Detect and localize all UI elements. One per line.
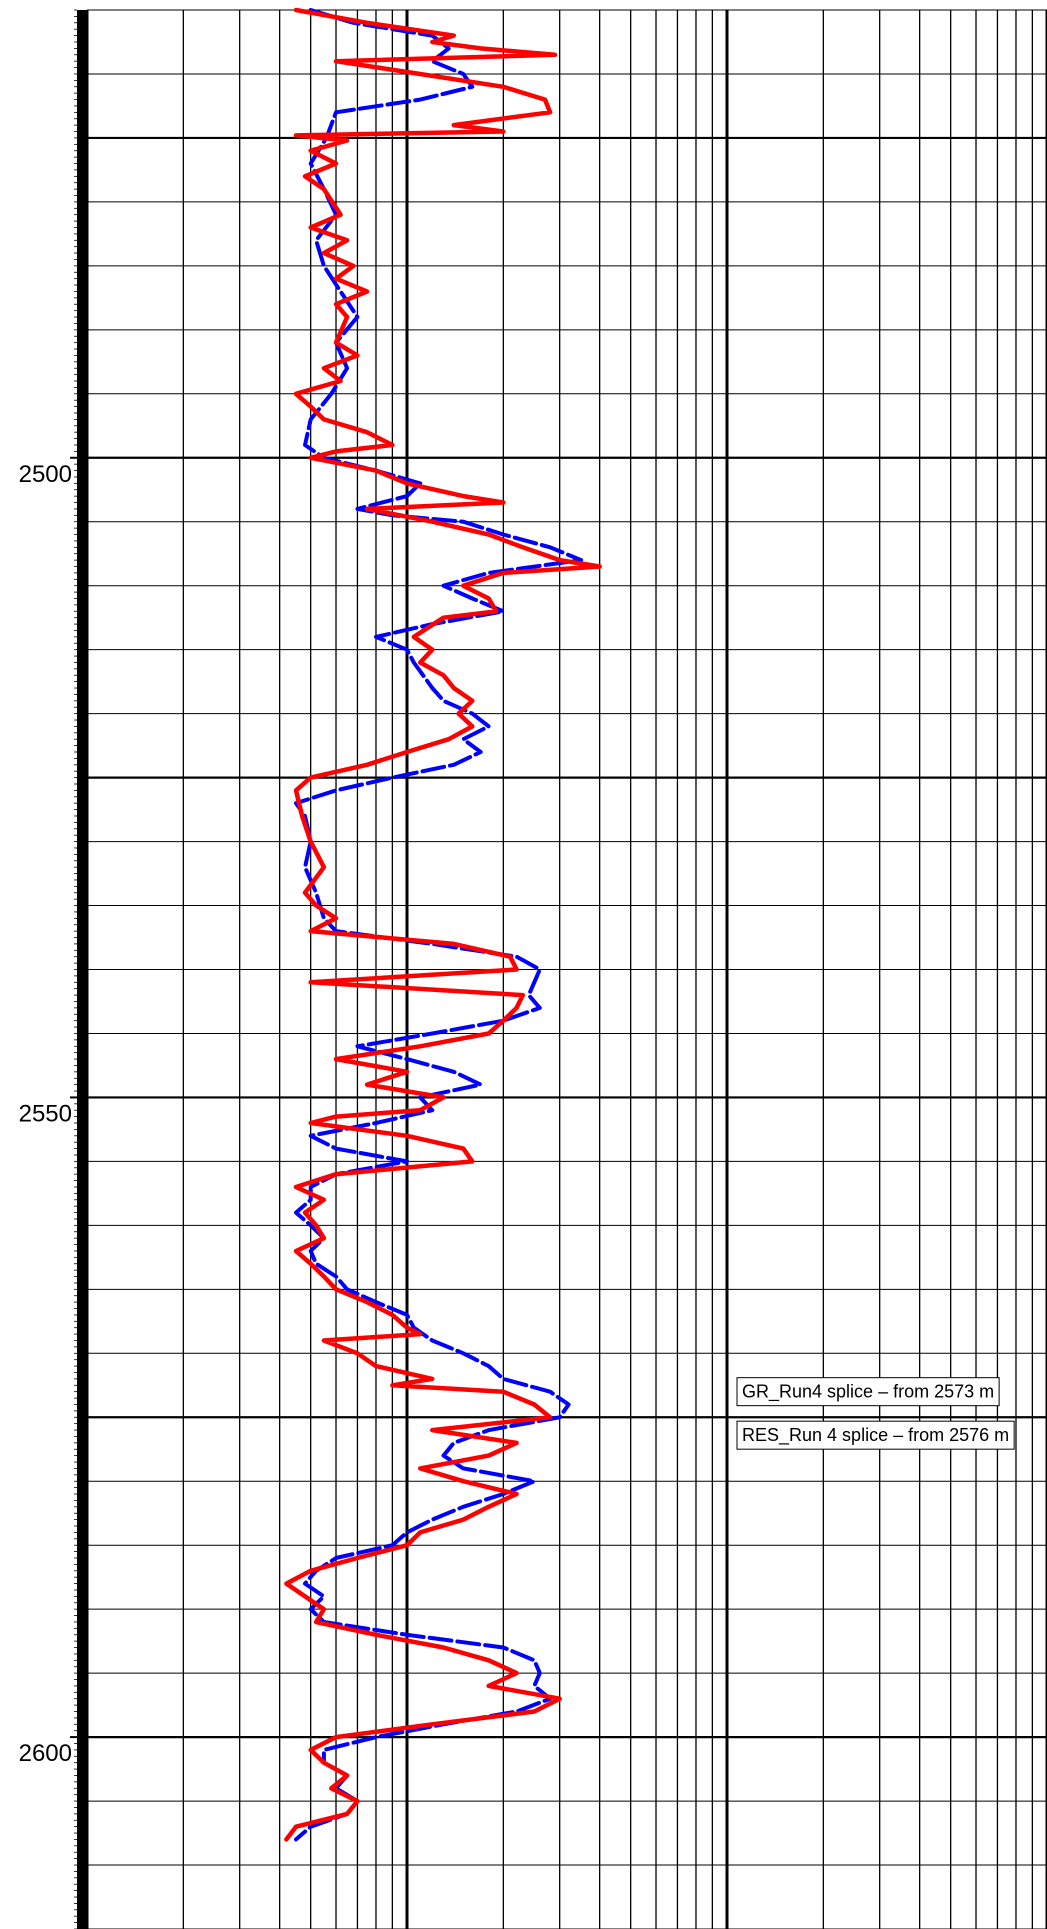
depth-axis-ticks: 2500 2550 2600 — [19, 9, 77, 1929]
horizontal-grid — [87, 9, 1047, 1929]
annotation-layer: GR_Run4 splice – from 2573 m RES_Run 4 sp… — [736, 1377, 1015, 1450]
curve-series-2 — [284, 7, 602, 1842]
annotation-text: RES_Run 4 splice – from 2576 m — [742, 1425, 1009, 1446]
annotation-text: GR_Run4 splice – from 2573 m — [742, 1382, 994, 1403]
depth-track-bar — [77, 10, 87, 1929]
depth-tick-label: 2500 — [19, 461, 72, 488]
depth-tick-label: 2550 — [19, 1100, 72, 1127]
log-curves — [284, 7, 602, 1842]
depth-tick-label: 2600 — [19, 1740, 72, 1767]
annotation-box — [736, 1377, 1000, 1407]
annotation-box — [736, 1420, 1015, 1450]
annotation-2: RES_Run 4 splice – from 2576 m — [736, 1420, 1015, 1450]
annotation-1: GR_Run4 splice – from 2573 m — [736, 1377, 1000, 1407]
